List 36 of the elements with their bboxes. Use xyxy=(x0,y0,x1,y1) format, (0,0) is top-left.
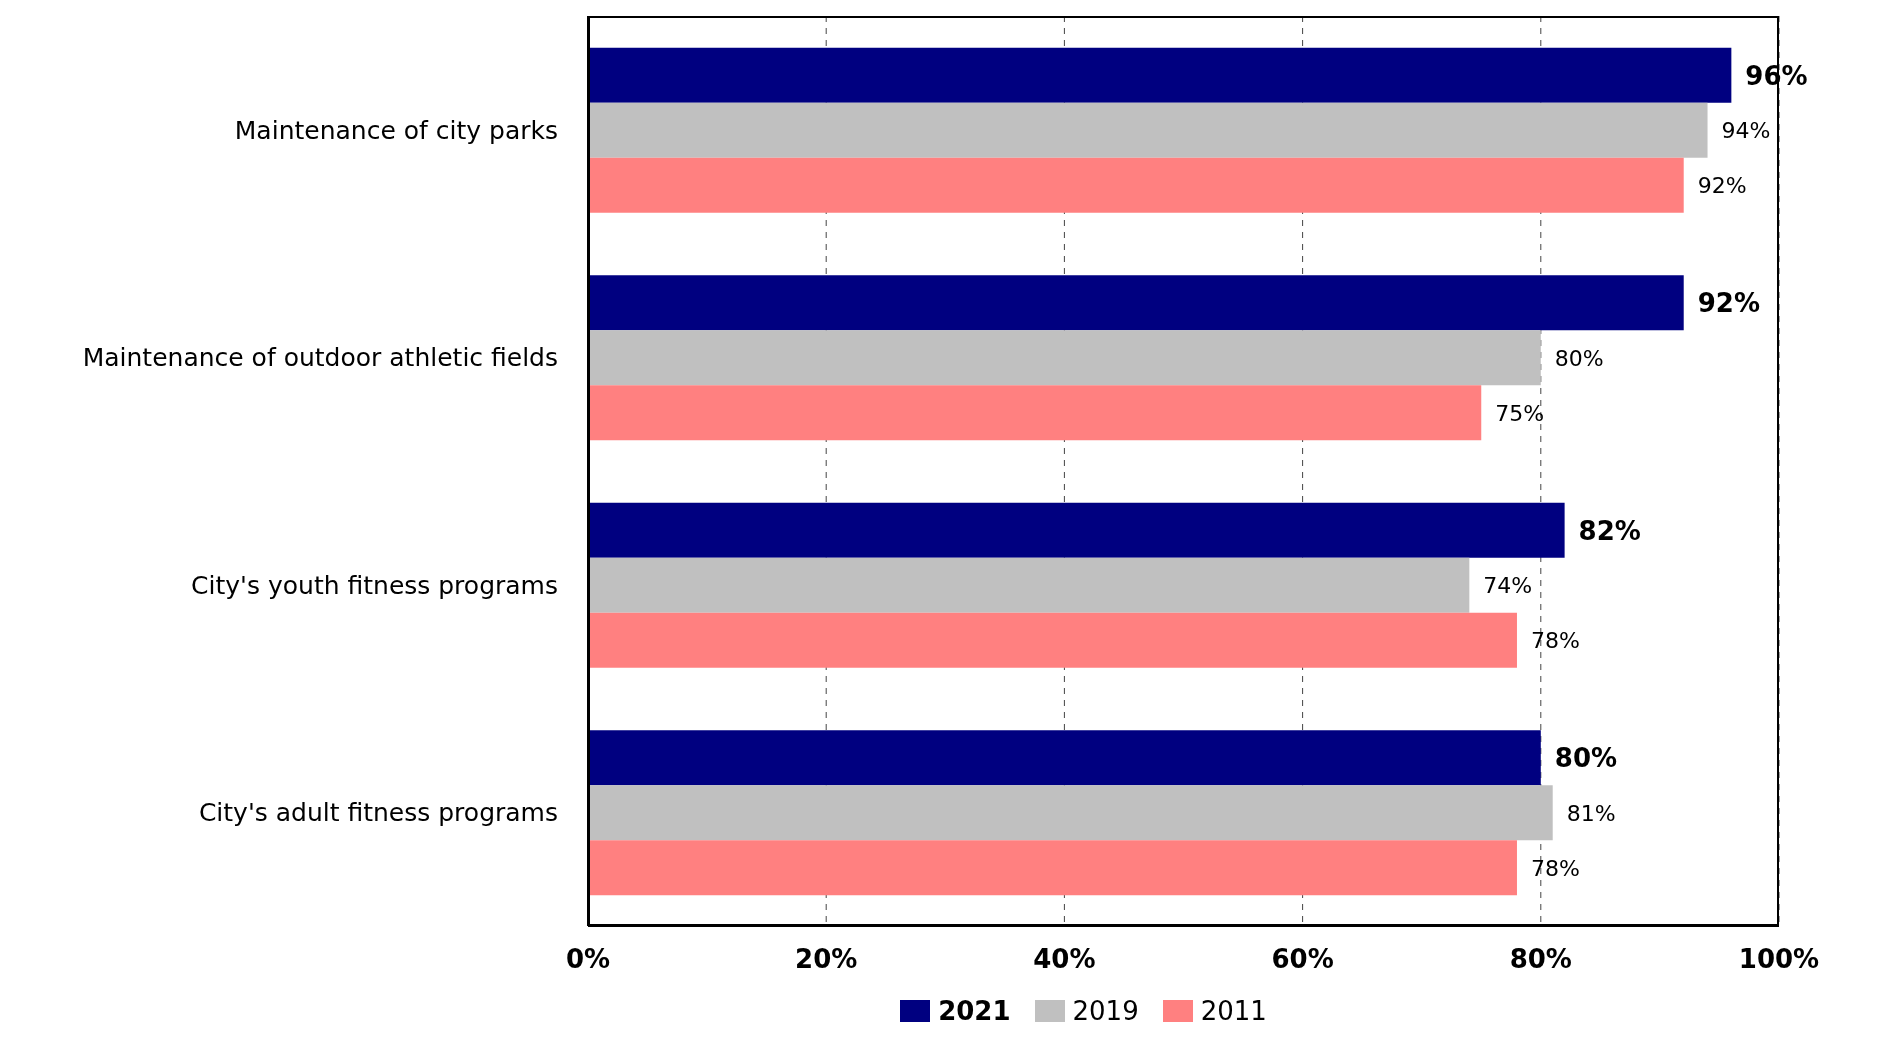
y-tick-label: City's adult fitness programs xyxy=(198,798,558,828)
data-label: 74% xyxy=(1483,573,1533,599)
bar xyxy=(588,47,1732,103)
data-label: 75% xyxy=(1495,400,1545,426)
bar xyxy=(588,840,1517,896)
x-tick-label: 0% xyxy=(565,944,611,975)
x-tick-label: 100% xyxy=(1738,944,1820,975)
legend-label: 2019 xyxy=(1072,996,1139,1026)
data-label: 81% xyxy=(1566,800,1616,826)
bar xyxy=(588,557,1470,613)
y-tick-label: Maintenance of outdoor athletic fields xyxy=(82,343,558,373)
legend-label: 2021 xyxy=(938,996,1011,1026)
bar xyxy=(588,785,1553,841)
bar xyxy=(588,275,1684,331)
data-label: 80% xyxy=(1554,345,1604,371)
bar xyxy=(588,102,1708,158)
data-label: 92% xyxy=(1697,288,1760,319)
x-tick-label: 40% xyxy=(1033,944,1096,975)
bar xyxy=(588,612,1517,668)
y-tick-label: Maintenance of city parks xyxy=(234,115,558,145)
data-label: 78% xyxy=(1530,628,1580,654)
x-tick-label: 20% xyxy=(795,944,858,975)
x-tick-label: 60% xyxy=(1271,944,1334,975)
bar xyxy=(588,730,1541,786)
legend-label: 2011 xyxy=(1200,996,1267,1026)
x-tick-label: 80% xyxy=(1509,944,1572,975)
bar xyxy=(588,502,1565,558)
data-label: 82% xyxy=(1578,515,1641,546)
bar xyxy=(588,157,1684,213)
data-label: 94% xyxy=(1721,118,1771,144)
bar xyxy=(588,330,1541,386)
data-label: 80% xyxy=(1554,743,1618,774)
data-label: 92% xyxy=(1697,173,1747,199)
bar xyxy=(588,385,1482,441)
y-tick-label: City's youth fitness programs xyxy=(191,570,558,600)
data-label: 78% xyxy=(1530,855,1580,881)
